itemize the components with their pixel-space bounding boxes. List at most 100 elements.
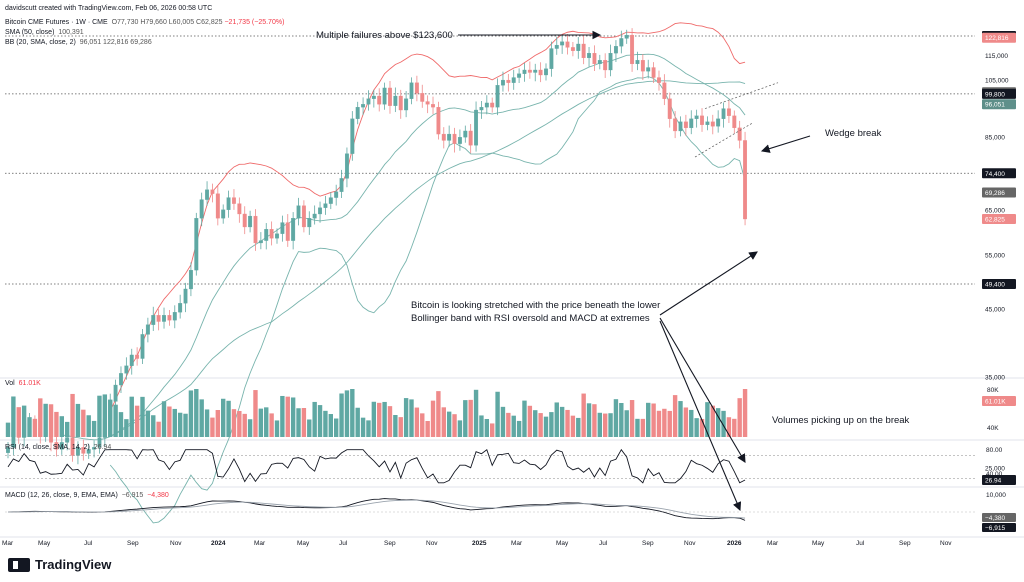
candle-body — [624, 34, 629, 39]
volume-bar — [479, 415, 484, 437]
macd-signal-label-text: −4,380 — [985, 515, 1005, 522]
volume-bar — [11, 396, 16, 437]
volume-label-text: 61.01K — [985, 399, 1006, 406]
volume-bar — [226, 400, 231, 437]
volume-bar — [16, 407, 21, 437]
candle-body — [377, 95, 382, 105]
candle-body — [382, 87, 387, 105]
price-label-tag — [982, 99, 1016, 110]
volume-bar — [678, 401, 683, 437]
candle-body — [527, 69, 532, 73]
volume-bar — [59, 416, 64, 437]
volume-bar — [409, 399, 414, 437]
wedge-lower-line — [694, 122, 753, 158]
volume-bar — [204, 409, 210, 437]
time-axis-tick: Sep — [642, 540, 654, 547]
candle-body — [172, 312, 177, 321]
candle-body — [457, 137, 462, 144]
price-label-text: 99,800 — [985, 91, 1005, 98]
volume-bar — [167, 406, 172, 437]
volume-bar — [672, 395, 678, 437]
annotation-volumes: Volumes picking up on the break — [772, 415, 910, 426]
candle-body — [425, 101, 430, 105]
candle-body — [226, 197, 231, 210]
time-axis-tick: Sep — [899, 540, 911, 547]
volume-bar — [145, 410, 151, 437]
candle-body — [721, 108, 726, 119]
volume-bar — [570, 415, 576, 437]
volume-bar — [420, 413, 425, 437]
candle-body — [59, 442, 64, 450]
volume-bar — [253, 390, 258, 437]
volume-bar — [355, 407, 360, 437]
volume-bar — [705, 402, 710, 437]
volume-bar — [500, 406, 506, 437]
candle-body — [474, 109, 479, 146]
candle-body — [522, 69, 527, 74]
candle-body — [716, 118, 721, 127]
candle-body — [587, 53, 591, 59]
candle-body — [554, 44, 559, 49]
volume-bar — [27, 417, 32, 437]
wedge-upper-line — [704, 82, 779, 109]
candle-body — [683, 121, 688, 129]
volume-bar — [602, 413, 608, 437]
volume-bar — [737, 398, 742, 437]
volume-bar — [651, 403, 656, 437]
volume-bar — [333, 418, 339, 437]
candle-body — [700, 115, 704, 125]
volume-bar — [215, 410, 221, 437]
candle-body — [344, 153, 349, 179]
time-axis-tick: Jul — [856, 540, 865, 547]
candle-body — [431, 104, 435, 108]
candle-body — [167, 315, 172, 321]
candle-body — [560, 41, 565, 46]
volume-bar — [538, 413, 543, 437]
volume-bar — [172, 408, 177, 437]
candle-body — [592, 53, 597, 65]
volume-bar — [457, 420, 463, 437]
volume-bar — [183, 413, 188, 437]
volume-bar — [366, 420, 371, 437]
bb-legend: BB (20, SMA, close, 2) 96,051 122,816 69… — [5, 39, 152, 46]
price-axis-tick: 85,000 — [985, 135, 1005, 142]
candle-body — [737, 127, 742, 141]
volume-bar — [597, 412, 602, 437]
price-axis-tick: 115,000 — [985, 53, 1008, 60]
rsi-label-text: 26.94 — [985, 478, 1002, 485]
price-label-text: 96,051 — [985, 102, 1005, 109]
candle-body — [275, 233, 279, 239]
volume-bar — [124, 419, 129, 437]
volume-bar — [565, 409, 570, 437]
price-axis-tick: 35,000 — [985, 375, 1005, 382]
volume-bar — [328, 414, 333, 437]
volume-bar — [683, 407, 689, 437]
candle-body — [743, 140, 748, 220]
candle-body — [285, 222, 290, 241]
time-axis-tick: 2024 — [211, 540, 226, 547]
volume-bar — [721, 410, 726, 437]
candle-body — [361, 104, 366, 108]
candle-body — [237, 203, 242, 215]
volume-bar — [86, 415, 91, 437]
volume-axis-tick: 80K — [987, 387, 999, 394]
volume-bar — [576, 417, 581, 437]
candle-body — [242, 213, 247, 228]
candle-body — [151, 315, 156, 325]
volume-bar — [290, 397, 296, 437]
volume-bar — [360, 417, 366, 437]
tradingview-wordmark: TradingView — [35, 557, 112, 572]
candle-body — [119, 373, 123, 386]
candle-body — [248, 215, 253, 228]
candle-body — [608, 53, 613, 71]
tradingview-brand[interactable]: TradingView — [8, 557, 111, 572]
volume-bar — [522, 400, 527, 437]
volume-bar — [699, 418, 705, 437]
volume-bar — [689, 409, 694, 437]
chart-credit: davidscutt created with TradingView.com,… — [5, 5, 213, 12]
candle-body — [404, 98, 409, 111]
volume-bar — [231, 409, 237, 437]
candle-body — [221, 209, 226, 219]
annotation-stretched-line1: Bitcoin is looking stretched with the pr… — [411, 300, 661, 311]
